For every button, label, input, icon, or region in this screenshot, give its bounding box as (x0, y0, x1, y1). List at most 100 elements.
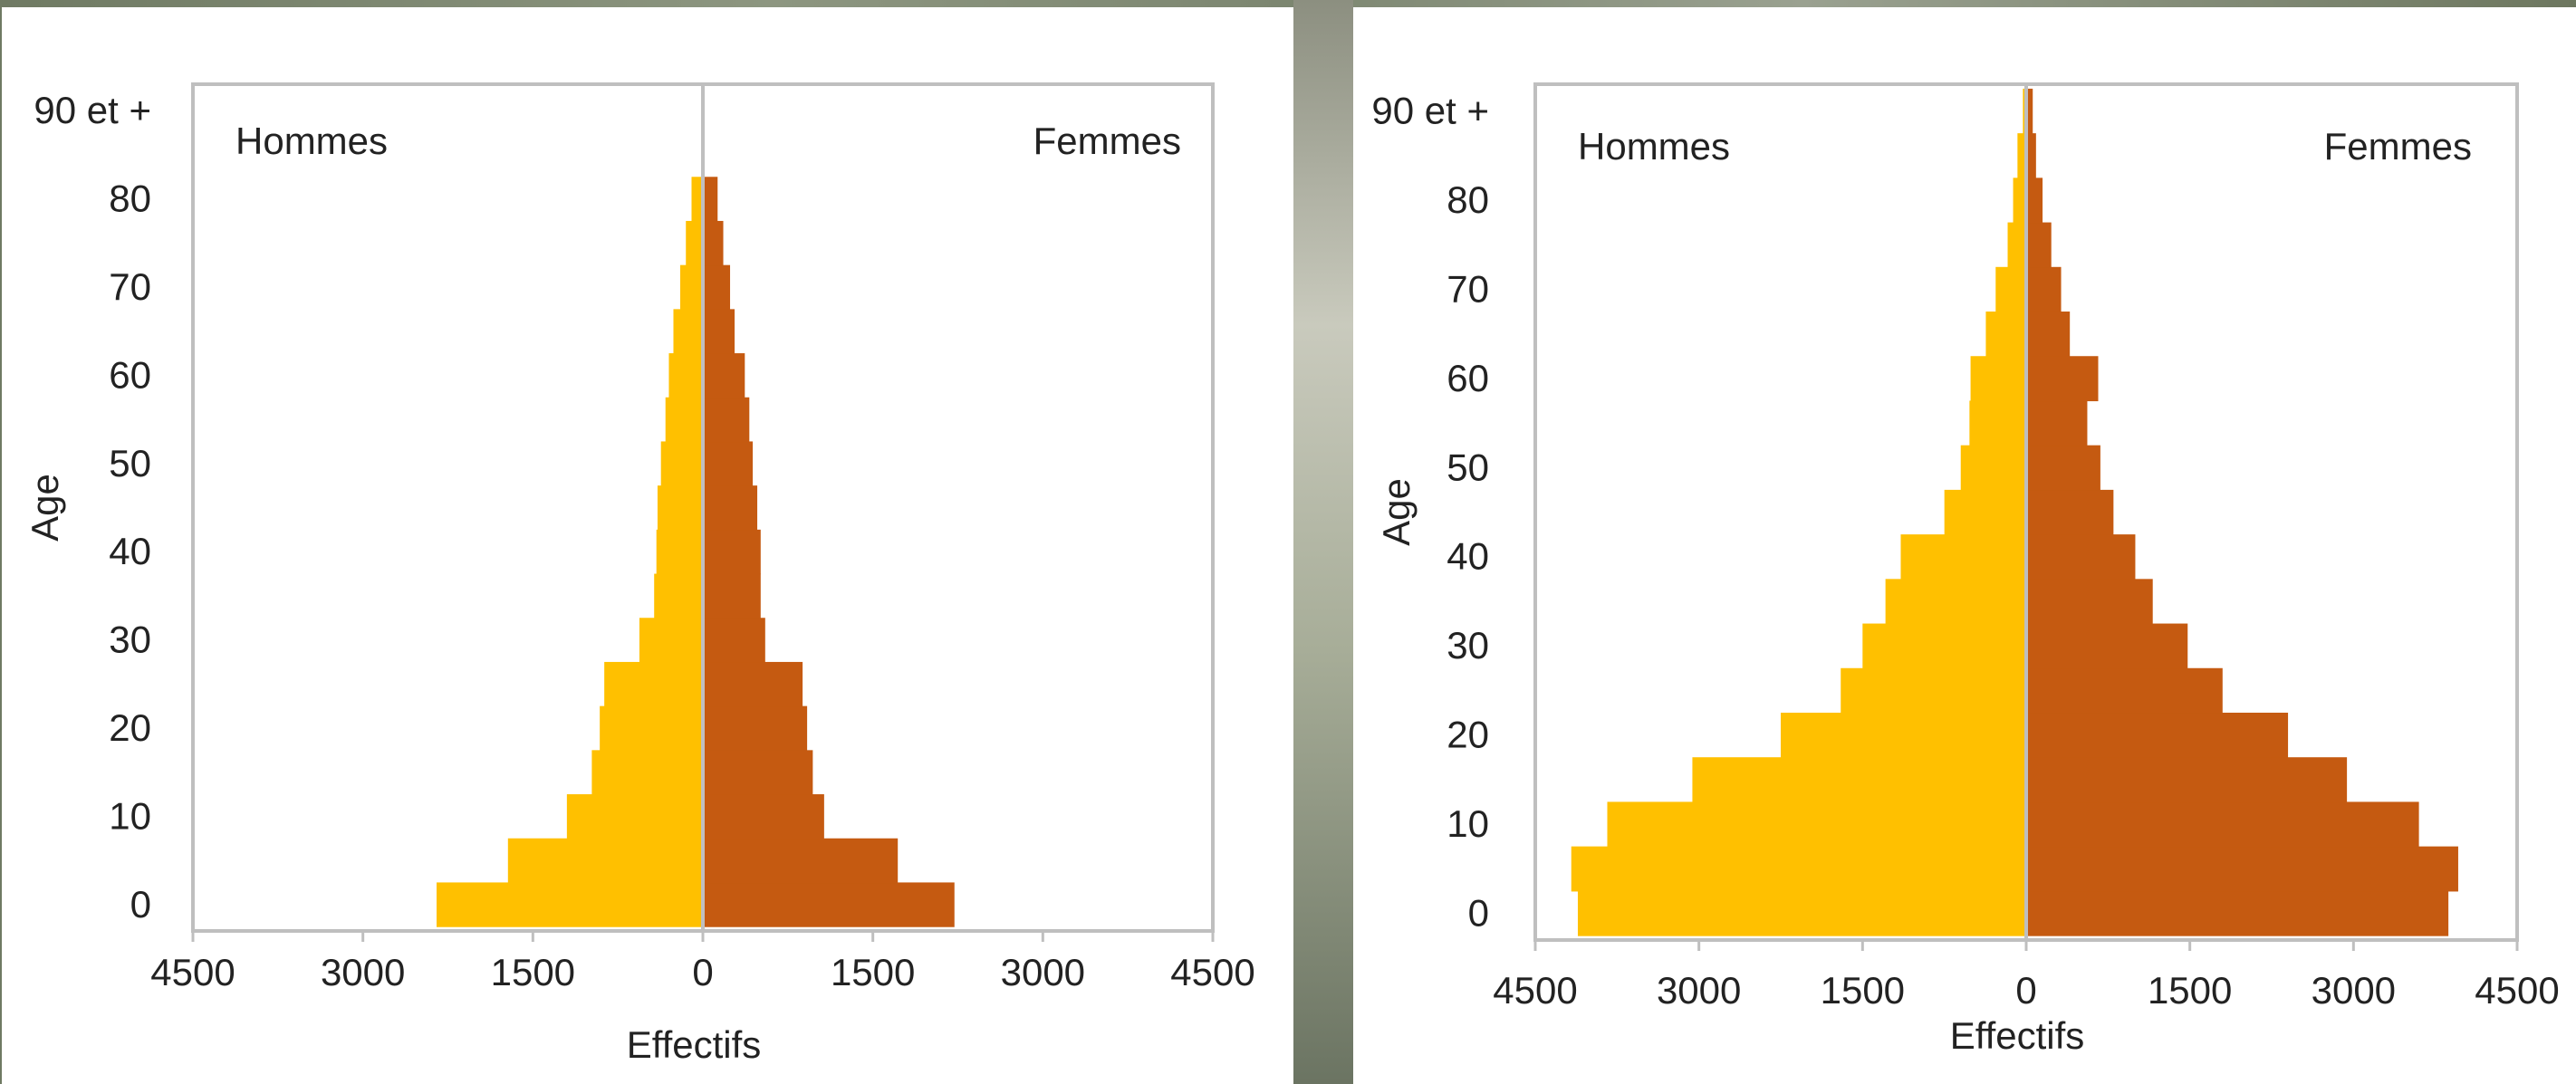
bar-women-age-15 (2026, 222, 2052, 268)
bar-men-age-11 (665, 397, 703, 443)
population-pyramid-left-chart: 4500 3000 1500 0 1500 3000 4500 0 10 20 30 40 50 60 70… (24, 82, 1255, 1066)
bar-men-age-7 (654, 573, 703, 619)
bar-men-age-2 (1607, 801, 2026, 848)
bar-women-age-0 (703, 882, 955, 927)
bar-men-age-1 (507, 838, 703, 884)
bar-women-age-1 (703, 838, 899, 884)
bar-men-age-6 (1862, 623, 2026, 669)
y-tick-label: 70 (109, 265, 151, 308)
bar-men-age-15 (2007, 222, 2026, 268)
bar-women-age-2 (2026, 801, 2419, 848)
y-tick-label: 40 (109, 530, 151, 572)
y-tick-label: 90 et + (1371, 90, 1489, 132)
x-tick-label: 3000 (1657, 969, 1741, 1012)
bar-men-age-4 (1781, 712, 2026, 758)
bars-group (436, 177, 955, 927)
bar-men-age-14 (679, 264, 703, 310)
bar-men-age-8 (656, 529, 703, 575)
x-tick-label: 1500 (831, 951, 915, 993)
bar-men-age-16 (2013, 177, 2026, 224)
bar-women-age-12 (703, 353, 745, 398)
bar-men-age-17 (2017, 133, 2026, 178)
x-tick-label: 4500 (150, 951, 235, 993)
bar-women-age-6 (2026, 623, 2188, 669)
population-pyramid-right-panel: 4500 3000 1500 0 1500 3000 4500 0 10 20 30 40 50 60 70… (1353, 7, 2576, 1084)
bar-women-age-13 (2026, 312, 2071, 357)
bar-men-age-0 (436, 882, 703, 927)
bar-men-age-10 (660, 441, 703, 486)
bar-men-age-1 (1571, 846, 2026, 892)
bar-men-age-10 (1960, 445, 2026, 491)
women-label: Femmes (1033, 120, 1181, 162)
population-pyramid-left-panel: 4500 3000 1500 0 1500 3000 4500 0 10 20 30 40 50 60 70… (2, 7, 1293, 1084)
bar-men-age-4 (600, 705, 703, 751)
bar-women-age-7 (703, 573, 761, 619)
bar-women-age-7 (2026, 579, 2153, 625)
bar-men-age-5 (1841, 667, 2026, 714)
bar-women-age-12 (2026, 356, 2099, 402)
bar-women-age-2 (703, 794, 824, 839)
men-label: Hommes (1578, 125, 1730, 168)
bar-men-age-7 (1885, 579, 2026, 625)
bar-women-age-10 (2026, 445, 2100, 491)
bar-men-age-3 (591, 750, 703, 795)
y-tick-label: 30 (1447, 624, 1489, 667)
bar-women-age-11 (2026, 400, 2088, 446)
bar-women-age-4 (703, 705, 808, 751)
women-label: Femmes (2324, 125, 2472, 168)
bar-men-age-9 (1944, 489, 2026, 535)
bar-men-age-2 (566, 794, 703, 839)
y-axis-title: Age (1375, 478, 1418, 546)
population-pyramid-right-chart: 4500 3000 1500 0 1500 3000 4500010203040506070… (1371, 82, 2560, 1057)
bar-men-age-15 (686, 220, 703, 266)
bar-women-age-13 (703, 309, 735, 354)
y-tick-label: 0 (1468, 891, 1489, 934)
men-label: Hommes (235, 120, 388, 162)
y-tick-label: 10 (109, 794, 151, 837)
x-tick-label: 4500 (2475, 969, 2559, 1012)
y-tick-label: 80 (109, 177, 151, 220)
bar-women-age-16 (703, 177, 718, 222)
x-tick-label: 4500 (1493, 969, 1577, 1012)
x-tick-label: 3000 (321, 951, 405, 993)
bar-women-age-8 (703, 529, 761, 575)
bar-women-age-11 (703, 397, 750, 443)
bar-men-age-14 (1995, 266, 2026, 312)
bar-men-age-13 (1985, 312, 2026, 357)
bar-men-age-5 (604, 661, 703, 707)
x-tick-label: 4500 (1170, 951, 1254, 993)
y-axis-title: Age (24, 474, 66, 542)
y-tick-label: 0 (130, 883, 151, 926)
y-tick-label: 90 et + (34, 89, 151, 131)
bar-women-age-3 (2026, 757, 2348, 803)
x-tick-label: 3000 (2312, 969, 2396, 1012)
x-tick-label: 0 (692, 951, 713, 993)
bar-men-age-8 (1900, 534, 2026, 580)
bar-women-age-0 (2026, 890, 2449, 936)
y-tick-label: 20 (1447, 714, 1489, 756)
bar-men-age-13 (673, 309, 703, 354)
bar-women-age-5 (703, 661, 803, 707)
bar-women-age-15 (703, 220, 724, 266)
bar-women-age-14 (2026, 266, 2062, 312)
bar-men-age-3 (1692, 757, 2026, 803)
bar-women-age-4 (2026, 712, 2289, 758)
x-tick-label: 1500 (2148, 969, 2232, 1012)
y-tick-label: 60 (1447, 357, 1489, 399)
y-tick-label: 30 (109, 619, 151, 661)
y-tick-label: 60 (109, 353, 151, 396)
bar-women-age-18 (2026, 88, 2033, 134)
x-tick-label: 3000 (1001, 951, 1085, 993)
x-tick-label: 0 (2015, 969, 2036, 1012)
bar-men-age-12 (668, 353, 703, 398)
y-tick-label: 80 (1447, 178, 1489, 221)
bar-women-age-17 (2026, 133, 2036, 178)
x-tick-label: 1500 (1821, 969, 1905, 1012)
x-axis-title: Effectifs (627, 1023, 762, 1066)
bar-men-age-11 (1969, 400, 2026, 446)
bar-men-age-16 (691, 177, 703, 222)
x-tick-label: 1500 (491, 951, 575, 993)
y-tick-label: 70 (1447, 267, 1489, 310)
bar-men-age-0 (1577, 890, 2026, 936)
bar-women-age-9 (703, 485, 758, 531)
